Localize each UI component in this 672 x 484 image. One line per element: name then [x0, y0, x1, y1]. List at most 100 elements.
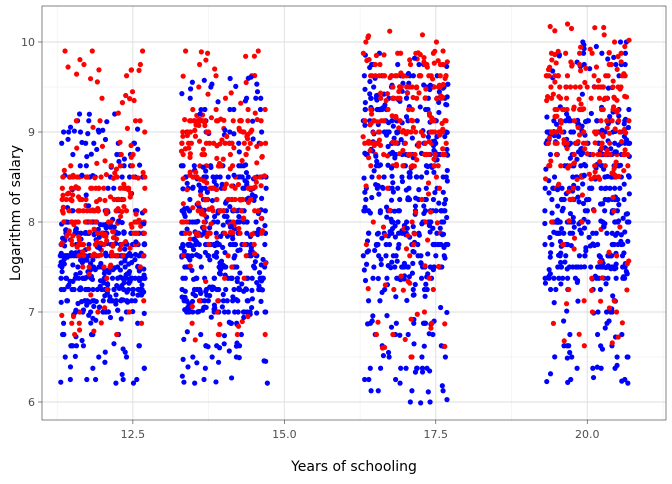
blue-point — [189, 253, 195, 259]
blue-point — [380, 185, 386, 191]
red-point — [435, 58, 441, 64]
blue-point — [67, 364, 74, 370]
blue-point — [64, 298, 71, 304]
red-point — [407, 280, 413, 286]
red-point — [578, 101, 584, 107]
blue-point — [444, 214, 450, 221]
red-point — [207, 140, 213, 146]
blue-point — [582, 253, 588, 259]
blue-point — [78, 299, 85, 305]
blue-point — [258, 298, 264, 304]
blue-point — [398, 365, 404, 371]
blue-point — [134, 126, 141, 132]
red-point — [402, 336, 408, 343]
blue-point — [591, 242, 598, 248]
blue-point — [437, 225, 443, 231]
blue-point — [220, 222, 226, 228]
blue-point — [369, 61, 375, 68]
red-point — [383, 97, 389, 104]
blue-point — [196, 241, 202, 248]
red-point — [365, 286, 371, 292]
blue-point — [436, 109, 442, 116]
blue-point — [361, 175, 367, 181]
blue-point — [107, 314, 114, 321]
blue-point — [222, 127, 228, 133]
red-point — [201, 224, 207, 231]
red-point — [119, 241, 125, 248]
blue-point — [104, 119, 110, 125]
red-point — [196, 298, 202, 304]
blue-point — [418, 260, 424, 266]
blue-point — [141, 310, 147, 316]
blue-point — [377, 365, 384, 371]
red-point — [416, 90, 422, 96]
red-point — [259, 154, 265, 160]
blue-point — [413, 174, 420, 180]
red-point — [442, 343, 448, 350]
blue-point — [93, 376, 99, 383]
blue-point — [195, 218, 201, 224]
red-point — [81, 61, 87, 68]
red-point — [390, 331, 396, 338]
blue-point — [238, 331, 244, 338]
red-point — [204, 129, 210, 135]
red-point — [429, 320, 435, 326]
blue-point — [394, 275, 400, 281]
blue-point — [135, 286, 141, 293]
red-point — [60, 204, 66, 210]
red-point — [384, 185, 391, 191]
blue-point — [441, 219, 447, 225]
blue-point — [89, 276, 96, 283]
red-point — [413, 129, 419, 135]
red-point — [121, 181, 127, 187]
blue-point — [60, 320, 67, 326]
blue-point — [223, 264, 229, 270]
red-point — [385, 106, 391, 113]
red-point — [625, 151, 631, 158]
red-point — [409, 84, 415, 90]
blue-point — [61, 261, 67, 267]
blue-point — [399, 178, 406, 185]
blue-point — [115, 230, 122, 236]
red-point — [558, 120, 564, 126]
red-point — [553, 60, 559, 66]
red-point — [621, 167, 627, 174]
red-point — [97, 196, 103, 203]
red-point — [396, 125, 402, 131]
red-point — [204, 233, 210, 239]
blue-point — [410, 73, 416, 79]
red-point — [91, 251, 97, 257]
red-point — [101, 241, 107, 248]
blue-point — [613, 275, 619, 281]
red-point — [571, 246, 577, 252]
red-point — [255, 208, 261, 214]
blue-point — [421, 343, 427, 349]
red-point — [548, 158, 554, 164]
blue-point — [211, 241, 217, 248]
red-point — [382, 73, 388, 79]
blue-point — [389, 185, 395, 191]
red-point — [180, 151, 186, 158]
blue-point — [588, 264, 594, 270]
red-point — [121, 204, 127, 210]
red-point — [221, 185, 228, 191]
blue-point — [549, 241, 555, 248]
red-point — [400, 287, 406, 293]
red-point — [583, 65, 589, 71]
red-point — [262, 331, 268, 338]
blue-point — [425, 271, 431, 277]
y-tick-label: 9 — [28, 126, 35, 139]
red-point — [559, 106, 566, 113]
blue-point — [584, 208, 591, 214]
x-tick-label: 15.0 — [272, 428, 297, 441]
red-point — [417, 73, 423, 79]
red-point — [60, 174, 66, 180]
blue-point — [546, 266, 552, 273]
blue-point — [411, 341, 417, 347]
blue-point — [243, 95, 250, 101]
blue-point — [371, 84, 377, 90]
blue-point — [95, 226, 101, 232]
blue-point — [244, 309, 250, 315]
red-point — [622, 93, 628, 99]
red-point — [545, 140, 551, 146]
